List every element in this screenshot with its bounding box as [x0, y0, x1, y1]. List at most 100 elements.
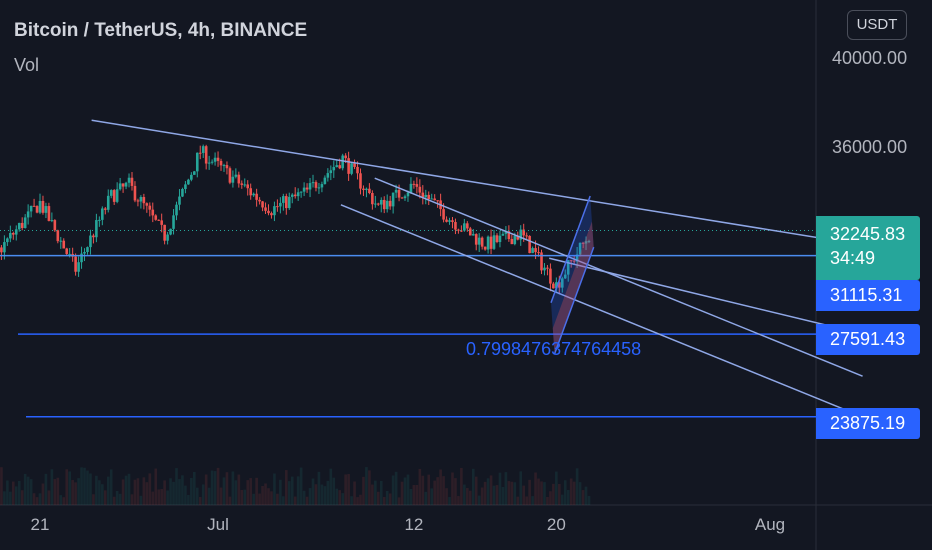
volume-bar [53, 479, 57, 505]
volume-bar [480, 487, 484, 505]
candle-body [320, 184, 324, 188]
candle-body [74, 256, 77, 272]
volume-bar [9, 491, 12, 505]
volume-bar [198, 497, 202, 505]
volume-bar [563, 480, 567, 505]
candle-body [296, 192, 300, 197]
volume-bar [296, 476, 300, 505]
volume-bar [139, 495, 143, 505]
volume-bar [231, 471, 235, 505]
volume-bar [341, 493, 344, 505]
candle-body [516, 235, 520, 240]
volume-bar [62, 497, 66, 505]
volume-bar [6, 480, 9, 505]
volume-bar [166, 490, 169, 505]
volume-bar [279, 479, 282, 505]
volume-bar [534, 472, 537, 505]
volume-bar [350, 496, 353, 505]
volume-bar [400, 481, 404, 505]
candle-body [495, 235, 499, 243]
candle-body [400, 197, 404, 199]
volume-bar [558, 483, 561, 505]
candle-body [290, 194, 294, 197]
volume-bar [115, 490, 119, 505]
candle-body [549, 268, 552, 284]
time-tick-label: 20 [547, 515, 566, 534]
candle-body [558, 282, 561, 288]
candle-body [127, 177, 131, 183]
volume-bar [29, 479, 33, 505]
volume-bar [368, 470, 371, 505]
volume-bar [65, 469, 69, 505]
candle-body [115, 189, 119, 202]
candle-body [379, 199, 383, 205]
volume-bar [190, 477, 193, 505]
candle-body [41, 200, 45, 213]
candle-body [540, 252, 543, 271]
candle-body [335, 165, 339, 168]
candle-body [305, 187, 309, 190]
candle-body [255, 193, 258, 200]
candle-body [204, 146, 208, 164]
volume-bar [587, 495, 591, 505]
volume-bar [504, 472, 508, 505]
volume-bar [540, 481, 543, 505]
volume-bar [59, 495, 63, 505]
volume-bar [213, 471, 217, 505]
volume-bar [234, 480, 238, 505]
volume-bar [385, 490, 389, 505]
time-tick-label: Aug [755, 515, 785, 534]
volume-bar [575, 468, 579, 505]
candle-body [555, 282, 558, 289]
fib-ratio-label: 0.7998476374764458 [466, 339, 642, 359]
candle-body [525, 235, 528, 237]
volume-bar [430, 488, 434, 505]
volume-bar [228, 496, 232, 505]
volume-bar [56, 477, 60, 505]
volume-bar [101, 484, 104, 505]
volume-bar [436, 477, 439, 505]
candle-body [9, 233, 12, 239]
candle-body [448, 220, 451, 222]
candle-body [365, 188, 368, 190]
volume-bar [207, 487, 211, 505]
drawings[interactable] [0, 119, 863, 418]
volume-bar [95, 475, 98, 505]
volume-bar [463, 484, 466, 505]
volume-bar [454, 478, 457, 505]
candle-body [578, 242, 582, 255]
candle-body [468, 228, 472, 236]
volume-bar [77, 478, 80, 505]
volume-bar [287, 481, 291, 505]
candle-body [261, 201, 264, 208]
candle-body [133, 185, 137, 201]
volume-bar [371, 484, 374, 505]
volume-bar [68, 471, 71, 505]
volume-bar [474, 476, 478, 505]
currency-button[interactable]: USDT [847, 10, 907, 40]
volume-bar [216, 467, 220, 505]
candle-body [338, 165, 342, 169]
candle-body [20, 222, 24, 229]
candle-body [581, 242, 585, 244]
candle-body [178, 196, 181, 205]
volume-bar [365, 467, 368, 505]
candle-body [50, 220, 54, 222]
candle-body [98, 219, 101, 221]
candle-body [560, 278, 564, 288]
volume-bar [246, 480, 250, 505]
candle-body [368, 188, 371, 194]
candle-body [406, 192, 410, 197]
candle-body [507, 231, 511, 240]
volume-bar [142, 477, 146, 505]
candle-body [101, 208, 104, 220]
candle-body [522, 229, 525, 236]
volume-bar [424, 491, 428, 505]
volume-bar [439, 469, 442, 505]
volume-bar [184, 485, 187, 505]
volume-bar [267, 488, 270, 505]
volume-bar [103, 490, 107, 505]
volume-bar [555, 471, 558, 505]
